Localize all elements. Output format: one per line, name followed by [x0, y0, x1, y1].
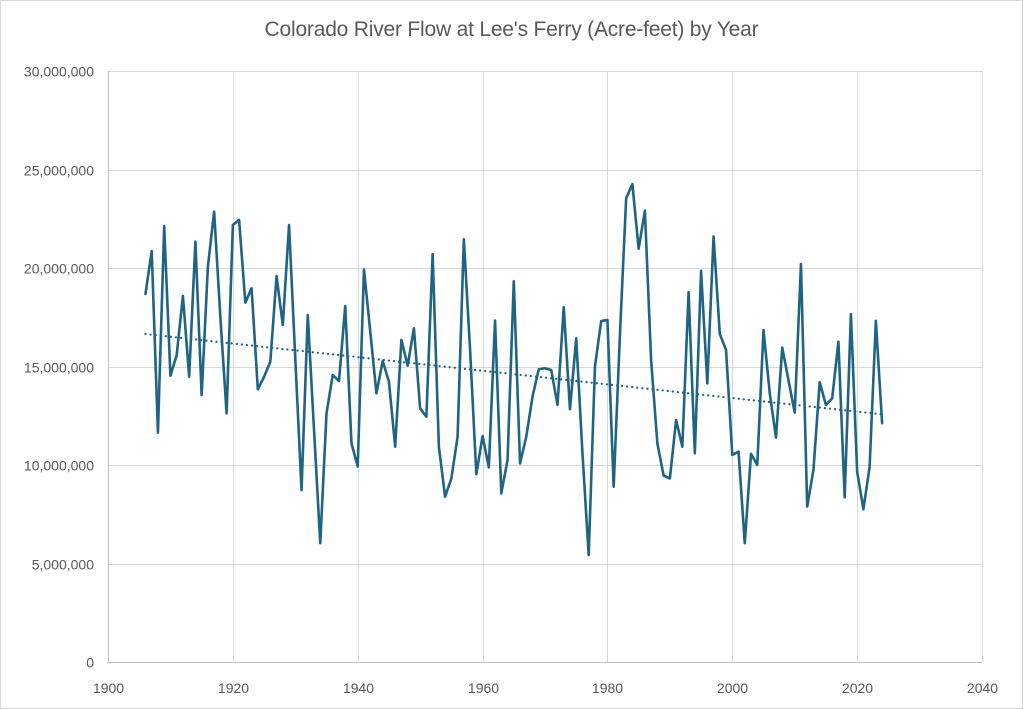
- x-tick-label: 2020: [842, 680, 873, 696]
- series-line-flow: [144, 182, 884, 557]
- x-tick-label: 1980: [592, 680, 623, 696]
- y-tick-label: 0: [86, 655, 94, 671]
- x-tick-label: 1940: [343, 680, 374, 696]
- x-tick-label: 1920: [218, 680, 249, 696]
- series-group: [144, 182, 884, 557]
- y-tick-label: 20,000,000: [24, 261, 94, 277]
- x-tick-label: 1900: [93, 680, 124, 696]
- y-tick-label: 30,000,000: [24, 64, 94, 80]
- x-tick-label: 2000: [717, 680, 748, 696]
- x-axis-tick-labels: 1900 1920 1940 1960 1980 2000 2020 2040: [93, 680, 998, 696]
- y-tick-label: 10,000,000: [24, 458, 94, 474]
- y-tick-label: 15,000,000: [24, 360, 94, 376]
- x-tick-label: 1960: [468, 680, 499, 696]
- y-axis-tick-labels: 0 5,000,000 10,000,000 15,000,000 20,000,000…: [24, 64, 94, 671]
- chart-title: Colorado River Flow at Lee's Ferry (Acre…: [264, 18, 759, 41]
- y-tick-label: 25,000,000: [24, 163, 94, 179]
- axes: [108, 71, 982, 663]
- gridlines: [108, 71, 983, 662]
- y-tick-label: 5,000,000: [32, 557, 94, 573]
- x-tick-label: 2040: [967, 680, 998, 696]
